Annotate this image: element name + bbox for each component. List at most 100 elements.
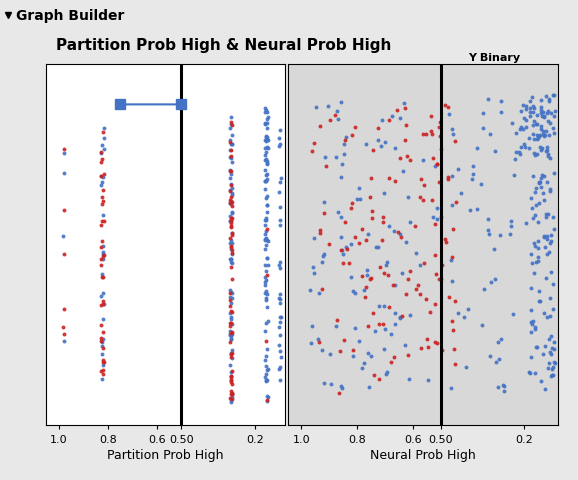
Point: [448, 277, 457, 285]
Point: [309, 235, 318, 243]
Point: [261, 107, 271, 114]
Point: [276, 290, 285, 298]
Point: [544, 108, 553, 116]
Point: [227, 350, 236, 358]
Point: [225, 218, 235, 226]
Point: [484, 230, 494, 238]
Point: [446, 384, 455, 392]
Point: [405, 267, 414, 275]
Point: [428, 197, 437, 205]
Point: [226, 350, 235, 358]
Point: [544, 118, 553, 126]
Point: [529, 150, 539, 158]
Point: [468, 170, 477, 178]
Point: [545, 295, 554, 302]
Point: [97, 222, 106, 229]
Point: [383, 272, 392, 279]
Point: [99, 198, 108, 205]
Point: [261, 105, 270, 112]
Point: [533, 135, 542, 143]
Point: [319, 210, 328, 218]
Point: [275, 341, 284, 349]
Point: [338, 260, 347, 267]
Point: [226, 289, 235, 297]
Point: [543, 211, 553, 219]
Point: [401, 239, 410, 247]
Point: [519, 102, 528, 109]
Point: [225, 175, 235, 183]
Point: [262, 148, 271, 156]
Point: [477, 181, 486, 189]
Point: [99, 174, 108, 182]
Point: [336, 174, 346, 181]
Point: [490, 276, 499, 283]
Point: [225, 240, 235, 248]
Point: [526, 284, 535, 292]
Point: [228, 354, 237, 362]
Point: [403, 352, 413, 360]
Point: [263, 208, 272, 216]
Point: [225, 167, 235, 174]
Point: [536, 110, 546, 118]
Point: [226, 390, 235, 398]
Point: [542, 236, 551, 243]
Point: [99, 125, 108, 132]
Point: [367, 208, 376, 216]
Point: [97, 350, 106, 358]
Point: [307, 148, 317, 156]
Point: [354, 185, 364, 192]
Point: [447, 126, 456, 134]
Point: [98, 367, 108, 374]
Point: [315, 227, 324, 235]
Point: [507, 120, 517, 128]
Point: [532, 121, 541, 129]
Point: [226, 255, 235, 263]
Point: [97, 342, 106, 349]
Point: [422, 131, 431, 139]
Point: [547, 372, 556, 379]
Point: [350, 234, 360, 241]
Point: [549, 92, 558, 100]
Point: [538, 131, 547, 139]
Point: [521, 117, 531, 125]
Point: [227, 259, 236, 267]
Point: [261, 274, 270, 281]
Point: [320, 154, 329, 162]
Point: [261, 217, 270, 225]
Text: Partition Prob High & Neural Prob High: Partition Prob High & Neural Prob High: [55, 38, 391, 53]
Point: [532, 343, 541, 351]
Point: [377, 117, 387, 124]
Point: [472, 205, 481, 213]
Point: [459, 314, 468, 322]
Point: [227, 185, 236, 192]
Point: [529, 173, 538, 180]
Point: [423, 377, 432, 384]
Point: [59, 305, 68, 313]
Point: [465, 207, 475, 215]
Point: [396, 233, 405, 241]
Point: [526, 329, 535, 336]
Point: [226, 396, 235, 404]
Point: [99, 256, 108, 264]
Point: [535, 179, 544, 186]
Point: [536, 126, 546, 134]
Point: [426, 128, 435, 135]
Point: [531, 202, 540, 209]
Point: [99, 135, 108, 143]
Point: [353, 196, 362, 204]
Point: [347, 200, 357, 208]
Point: [540, 385, 549, 393]
Point: [528, 318, 538, 325]
Point: [260, 236, 269, 244]
Point: [262, 366, 271, 374]
Point: [263, 157, 272, 165]
Point: [98, 252, 108, 260]
Point: [535, 144, 544, 152]
Point: [344, 260, 353, 267]
Point: [262, 215, 271, 223]
Point: [364, 322, 373, 330]
Point: [450, 360, 459, 368]
Point: [227, 240, 236, 247]
Point: [227, 230, 236, 238]
Point: [383, 259, 392, 266]
